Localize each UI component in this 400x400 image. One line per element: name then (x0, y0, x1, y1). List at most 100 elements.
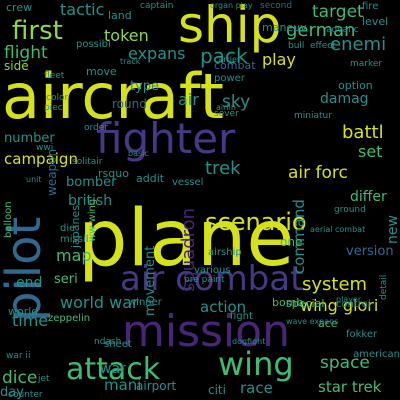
cloud-word: new (385, 215, 400, 244)
cloud-word: airlin (216, 103, 236, 112)
cloud-word: time (12, 311, 49, 330)
cloud-word: wing (218, 345, 294, 383)
cloud-word: aerial combat (310, 225, 366, 234)
cloud-word: one (280, 235, 303, 249)
cloud-word: carrier (214, 55, 241, 64)
cloud-word: race (240, 379, 273, 397)
cloud-word: crew (6, 1, 33, 14)
cloud-word: star trek (318, 378, 382, 396)
cloud-word: day (0, 385, 24, 400)
cloud-word: number (4, 131, 55, 146)
cloud-word: tactic (60, 0, 105, 19)
cloud-word: player (336, 295, 362, 304)
cloud-word: track (120, 57, 141, 66)
cloud-word: end (16, 275, 43, 291)
cloud-word: possibl (76, 39, 111, 50)
cloud-word: bull (288, 41, 305, 51)
cloud-word: missil (60, 234, 89, 245)
cloud-word: attack (66, 352, 161, 387)
cloud-word: fire (362, 1, 379, 12)
cloud-word: order (84, 123, 108, 133)
cloud-word: special (286, 297, 325, 310)
cloud-word: set (358, 142, 383, 161)
cloud-word: option (338, 79, 373, 92)
cloud-word: side (4, 59, 29, 73)
cloud-word: war (100, 361, 126, 377)
cloud-word: system (302, 274, 368, 295)
cloud-word: detail (379, 274, 389, 300)
cloud-word: solitair (72, 157, 103, 167)
cloud-word: plane (78, 194, 295, 284)
cloud-word: vessel (172, 177, 204, 188)
cloud-word: sky (222, 92, 251, 112)
cloud-word: unit (26, 175, 42, 184)
cloud-word: combat (214, 59, 256, 72)
cloud-word: enemi (330, 34, 387, 55)
cloud-word: miniatur (294, 111, 332, 121)
cloud-word: airport (136, 379, 177, 393)
cloud-word: scenario (205, 208, 307, 236)
cloud-word: damag (320, 91, 369, 107)
cloud-word: token (104, 26, 149, 45)
cloud-word: marker (350, 59, 383, 69)
cloud-word: differ (350, 189, 387, 205)
cloud-word: sever (214, 109, 239, 119)
cloud-word: play (262, 50, 296, 69)
cloud-word: maneuv (262, 21, 307, 34)
cloud-word: expans (128, 44, 186, 63)
cloud-word: die (60, 223, 76, 234)
cloud-word: british (68, 193, 113, 209)
cloud-word: round (112, 97, 147, 111)
cloud-word: zeppelin (48, 313, 91, 324)
cloud-word: wave expans (286, 317, 339, 326)
cloud-word: power (214, 73, 245, 84)
cloud-word: captain (140, 1, 174, 11)
cloud-word: ace (318, 317, 338, 330)
cloud-word: bomber (66, 175, 117, 190)
cloud-word: ndash (94, 337, 122, 347)
cloud-word: dice (2, 368, 38, 388)
cloud-word: air forc (288, 163, 348, 183)
cloud-word: pack (200, 44, 248, 68)
cloud-word: winner (128, 297, 162, 308)
cloud-word: bomb (272, 296, 304, 309)
cloud-word: citi (208, 383, 226, 397)
cloud-word: target (312, 2, 364, 22)
cloud-word: effect (310, 41, 336, 51)
cloud-word: american (353, 349, 400, 360)
cloud-word: type (130, 79, 160, 94)
cloud-word: action (200, 298, 247, 316)
cloud-word: balloon (3, 201, 14, 238)
cloud-word: world (8, 305, 39, 318)
cloud-word: counter (8, 390, 43, 400)
cloud-word: rsquo (98, 167, 129, 180)
cloud-word: second (260, 1, 293, 11)
cloud-word: piec (44, 103, 63, 113)
cloud-word: jet (38, 374, 50, 384)
cloud-word: fighter (96, 114, 236, 163)
cloud-word: version (346, 244, 394, 259)
cloud-word: various (194, 265, 231, 276)
cloud-word: addit (136, 172, 165, 185)
cloud-word: control (336, 299, 371, 310)
cloud-word: mission (122, 306, 290, 357)
cloud-word: move (86, 65, 117, 78)
cloud-word: space (320, 353, 370, 373)
cloud-word: world war (60, 293, 139, 312)
cloud-word: land (108, 9, 132, 22)
cloud-word: air (178, 90, 199, 109)
cloud-word: first (12, 16, 63, 46)
cloud-word: fleet (44, 71, 65, 81)
cloud-word: fight (230, 311, 253, 322)
cloud-word: advanc (326, 25, 359, 35)
cloud-word: map (56, 246, 92, 265)
cloud-word: mani (104, 376, 142, 394)
cloud-word: air combat (120, 259, 304, 299)
cloud-word: airship (208, 247, 242, 258)
cloud-word: war ii (6, 351, 31, 361)
cloud-word: german (286, 20, 356, 41)
cloud-word: weapon (45, 148, 59, 196)
cloud-word: campaign (4, 150, 78, 168)
cloud-word: aircraft (2, 60, 224, 133)
cloud-word: wwi (36, 143, 54, 153)
